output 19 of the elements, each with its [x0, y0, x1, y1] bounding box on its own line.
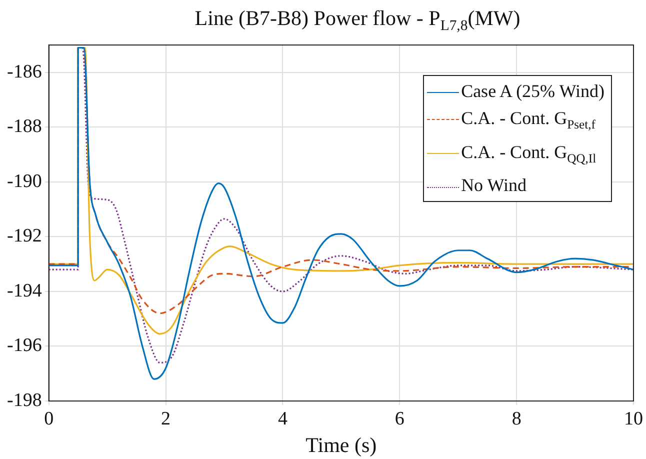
legend-label: Case A (25% Wind) [460, 80, 604, 103]
legend-label: No Wind [460, 174, 528, 198]
x-axis-title: Time (s) [306, 432, 377, 457]
legend-label: C.A. - Cont. G$_{Pset,f}$ [460, 107, 596, 134]
y-tick-label: -190 [7, 170, 42, 192]
x-tick-label: 4 [278, 408, 288, 430]
y-tick-label: -196 [7, 335, 42, 356]
x-tick-label: 10 [624, 408, 643, 430]
chart-title: Line (B7-B8) Power flow - P$_{L7,8}$(MW) [194, 6, 522, 36]
y-tick-label: -194 [7, 280, 42, 302]
x-tick-label: 2 [161, 408, 171, 430]
y-tick-label: -198 [7, 390, 42, 411]
x-tick-label: 8 [512, 408, 522, 430]
y-tick-label: -192 [7, 226, 42, 247]
legend-label: C.A. - Cont. G$_{QQ,Il}$ [460, 140, 598, 168]
x-tick-label: 6 [394, 408, 404, 430]
y-tick-label: -188 [7, 116, 42, 138]
x-tick-label: 0 [44, 408, 54, 430]
y-tick-label: -186 [7, 61, 42, 82]
